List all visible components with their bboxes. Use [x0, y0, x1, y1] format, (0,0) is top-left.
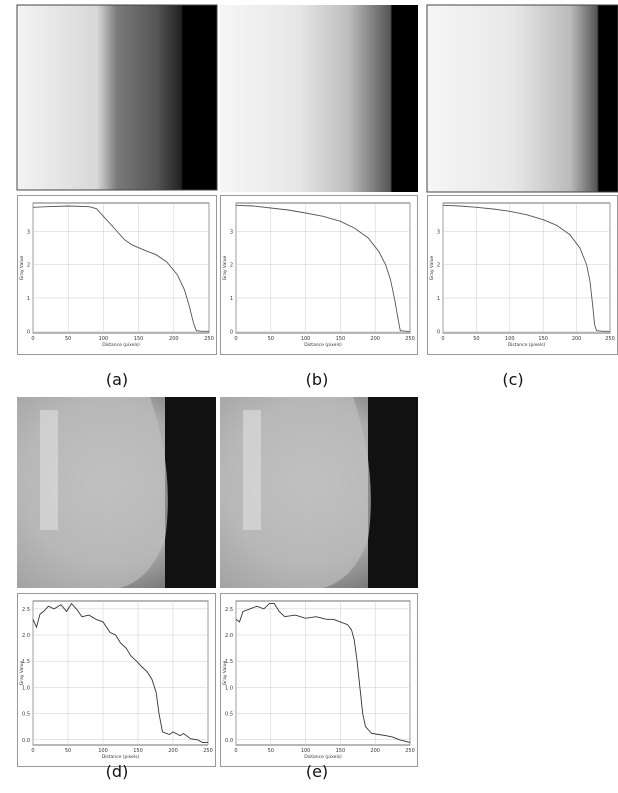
y-tick-label: 2.0 [225, 633, 233, 639]
x-tick-label: 200 [168, 748, 178, 754]
y-tick-label: 2 [27, 263, 30, 269]
x-tick-label: 0 [234, 748, 237, 754]
x-tick-label: 100 [301, 748, 311, 754]
y-tick-label: 1 [27, 296, 30, 302]
x-tick-label: 150 [133, 748, 143, 754]
x-tick-label: 0 [234, 336, 237, 342]
xray-image [17, 397, 216, 588]
x-tick-label: 50 [268, 748, 274, 754]
x-axis-label: Distance (pixels) [508, 342, 546, 348]
x-tick-label: 250 [203, 748, 213, 754]
y-tick-label: 0 [437, 329, 440, 335]
panel-label: (c) [502, 370, 523, 389]
y-tick-label: 1 [437, 296, 440, 302]
panel-label: (e) [306, 762, 328, 781]
y-tick-label: 2 [437, 263, 440, 269]
y-axis-label: Gray Value [19, 255, 25, 280]
x-tick-label: 200 [370, 336, 380, 342]
y-tick-label: 3 [437, 229, 440, 235]
y-tick-label: 0.5 [225, 712, 233, 718]
y-axis-label: Gray Value [19, 660, 25, 685]
y-tick-label: 0.0 [225, 738, 233, 744]
plot-frame [221, 196, 418, 355]
x-tick-label: 250 [405, 748, 415, 754]
y-axis-label: Gray Value [222, 660, 228, 685]
y-axis-label: Gray Value [222, 255, 228, 280]
x-axis-label: Distance (pixels) [304, 754, 342, 760]
x-tick-label: 100 [301, 336, 311, 342]
x-tick-label: 100 [98, 748, 108, 754]
plot-frame [18, 196, 217, 355]
y-tick-label: 3 [27, 229, 30, 235]
x-tick-label: 50 [65, 336, 71, 342]
x-tick-label: 100 [505, 336, 515, 342]
y-tick-label: 1 [230, 296, 233, 302]
x-tick-label: 200 [169, 336, 179, 342]
plot-frame [221, 594, 418, 767]
y-tick-label: 2.5 [22, 607, 30, 613]
x-tick-label: 250 [405, 336, 415, 342]
x-axis-label: Distance (pixels) [304, 342, 342, 348]
panel-label: (d) [106, 762, 129, 781]
y-tick-label: 0 [230, 329, 233, 335]
x-tick-label: 50 [268, 336, 274, 342]
x-tick-label: 150 [336, 336, 346, 342]
x-tick-label: 100 [99, 336, 109, 342]
panel-label: (b) [306, 370, 329, 389]
x-axis-label: Distance (pixels) [102, 342, 140, 348]
panel-label: (a) [106, 370, 128, 389]
xray-image [220, 397, 418, 588]
y-tick-label: 0.5 [22, 712, 30, 718]
plot-frame [18, 594, 216, 767]
x-axis-label: Distance (pixels) [102, 754, 140, 760]
gradient-image [220, 5, 418, 192]
x-tick-label: 250 [605, 336, 615, 342]
x-tick-label: 200 [370, 748, 380, 754]
y-tick-label: 0.0 [22, 738, 30, 744]
y-tick-label: 2 [230, 263, 233, 269]
gradient-image [427, 5, 618, 192]
x-tick-label: 200 [572, 336, 582, 342]
y-tick-label: 2.5 [225, 607, 233, 613]
x-tick-label: 0 [441, 336, 444, 342]
y-axis-label: Gray Value [429, 255, 435, 280]
y-tick-label: 3 [230, 229, 233, 235]
y-tick-label: 1.0 [225, 685, 233, 691]
x-tick-label: 0 [31, 336, 34, 342]
x-tick-label: 250 [204, 336, 214, 342]
x-tick-label: 50 [473, 336, 479, 342]
x-tick-label: 0 [31, 748, 34, 754]
x-tick-label: 150 [336, 748, 346, 754]
x-tick-label: 50 [65, 748, 71, 754]
y-tick-label: 0 [27, 329, 30, 335]
figure: 0501001502002500123Distance (pixels)Gray… [0, 0, 618, 789]
x-tick-label: 150 [134, 336, 144, 342]
y-tick-label: 2.0 [22, 633, 30, 639]
x-tick-label: 150 [538, 336, 548, 342]
gradient-image [17, 5, 217, 190]
y-tick-label: 1.0 [22, 685, 30, 691]
